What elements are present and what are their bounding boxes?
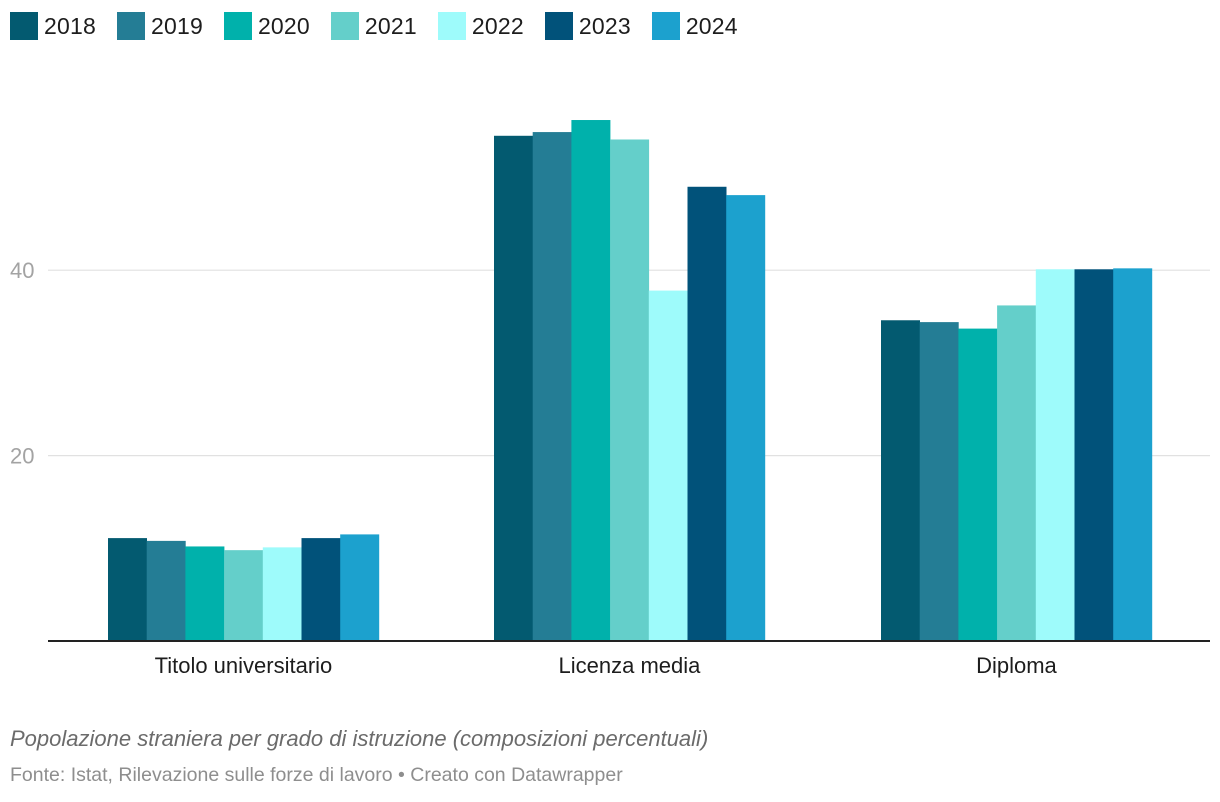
legend-item-2023: 2023 xyxy=(544,12,631,40)
legend-item-2021: 2021 xyxy=(330,12,417,40)
bar-2020-diploma xyxy=(958,328,998,641)
bar-2020-licenza-media xyxy=(571,120,611,641)
bar-2022-licenza-media xyxy=(648,290,688,641)
legend-swatch xyxy=(437,12,466,40)
legend-swatch xyxy=(10,12,38,40)
legend-item-2019: 2019 xyxy=(116,12,203,40)
legend-label: 2022 xyxy=(471,12,524,39)
legend-label: 2024 xyxy=(685,12,738,39)
chart-caption: Popolazione straniera per grado di istru… xyxy=(10,726,709,751)
legend-item-2020: 2020 xyxy=(223,12,310,40)
bar-2023-diploma xyxy=(1074,269,1114,641)
legend-swatch xyxy=(651,12,680,40)
bar-2021-diploma xyxy=(997,305,1037,641)
bar-2024-diploma xyxy=(1113,268,1153,641)
bar-2022-diploma xyxy=(1035,269,1075,641)
chart-source: Fonte: Istat, Rilevazione sulle forze di… xyxy=(10,764,623,786)
legend-label: 2019 xyxy=(150,12,203,39)
bar-2023-licenza-media xyxy=(687,186,727,641)
legend-item-2022: 2022 xyxy=(437,12,524,40)
bar-2019-diploma xyxy=(919,322,959,641)
bar-2024-titolo-universitario xyxy=(340,534,380,641)
x-category-label: Titolo universitario xyxy=(155,653,333,678)
y-tick-label: 40 xyxy=(10,258,34,283)
bar-2020-titolo-universitario xyxy=(185,546,225,641)
bar-2021-titolo-universitario xyxy=(224,550,264,641)
legend-item-2018: 2018 xyxy=(10,12,96,40)
bar-2018-titolo-universitario xyxy=(108,538,147,641)
legend-swatch xyxy=(544,12,573,40)
legend: 2018 2019 2020 2021 2022 2023 2024 xyxy=(10,11,759,41)
bar-2021-licenza-media xyxy=(610,139,650,642)
x-category-label: Diploma xyxy=(976,653,1057,678)
legend-swatch xyxy=(116,12,145,40)
bar-chart: 20 40 Titolo universitario Licenza media Dip… xyxy=(10,120,1210,678)
legend-label: 2021 xyxy=(364,12,417,39)
bar-2018-diploma xyxy=(881,320,920,641)
bar-2018-licenza-media xyxy=(494,135,533,641)
legend-label: 2020 xyxy=(257,12,310,39)
bar-2022-titolo-universitario xyxy=(262,547,302,641)
bar-2019-titolo-universitario xyxy=(146,540,186,641)
bar-2024-licenza-media xyxy=(726,195,766,641)
legend-label: 2023 xyxy=(578,12,631,39)
x-category-label: Licenza media xyxy=(559,653,702,678)
y-tick-label: 20 xyxy=(10,444,34,469)
legend-swatch xyxy=(330,12,359,40)
legend-swatch xyxy=(223,12,252,40)
bar-2019-licenza-media xyxy=(532,132,572,641)
legend-label: 2018 xyxy=(44,12,96,39)
legend-item-2024: 2024 xyxy=(651,12,738,40)
bar-2023-titolo-universitario xyxy=(301,538,341,641)
